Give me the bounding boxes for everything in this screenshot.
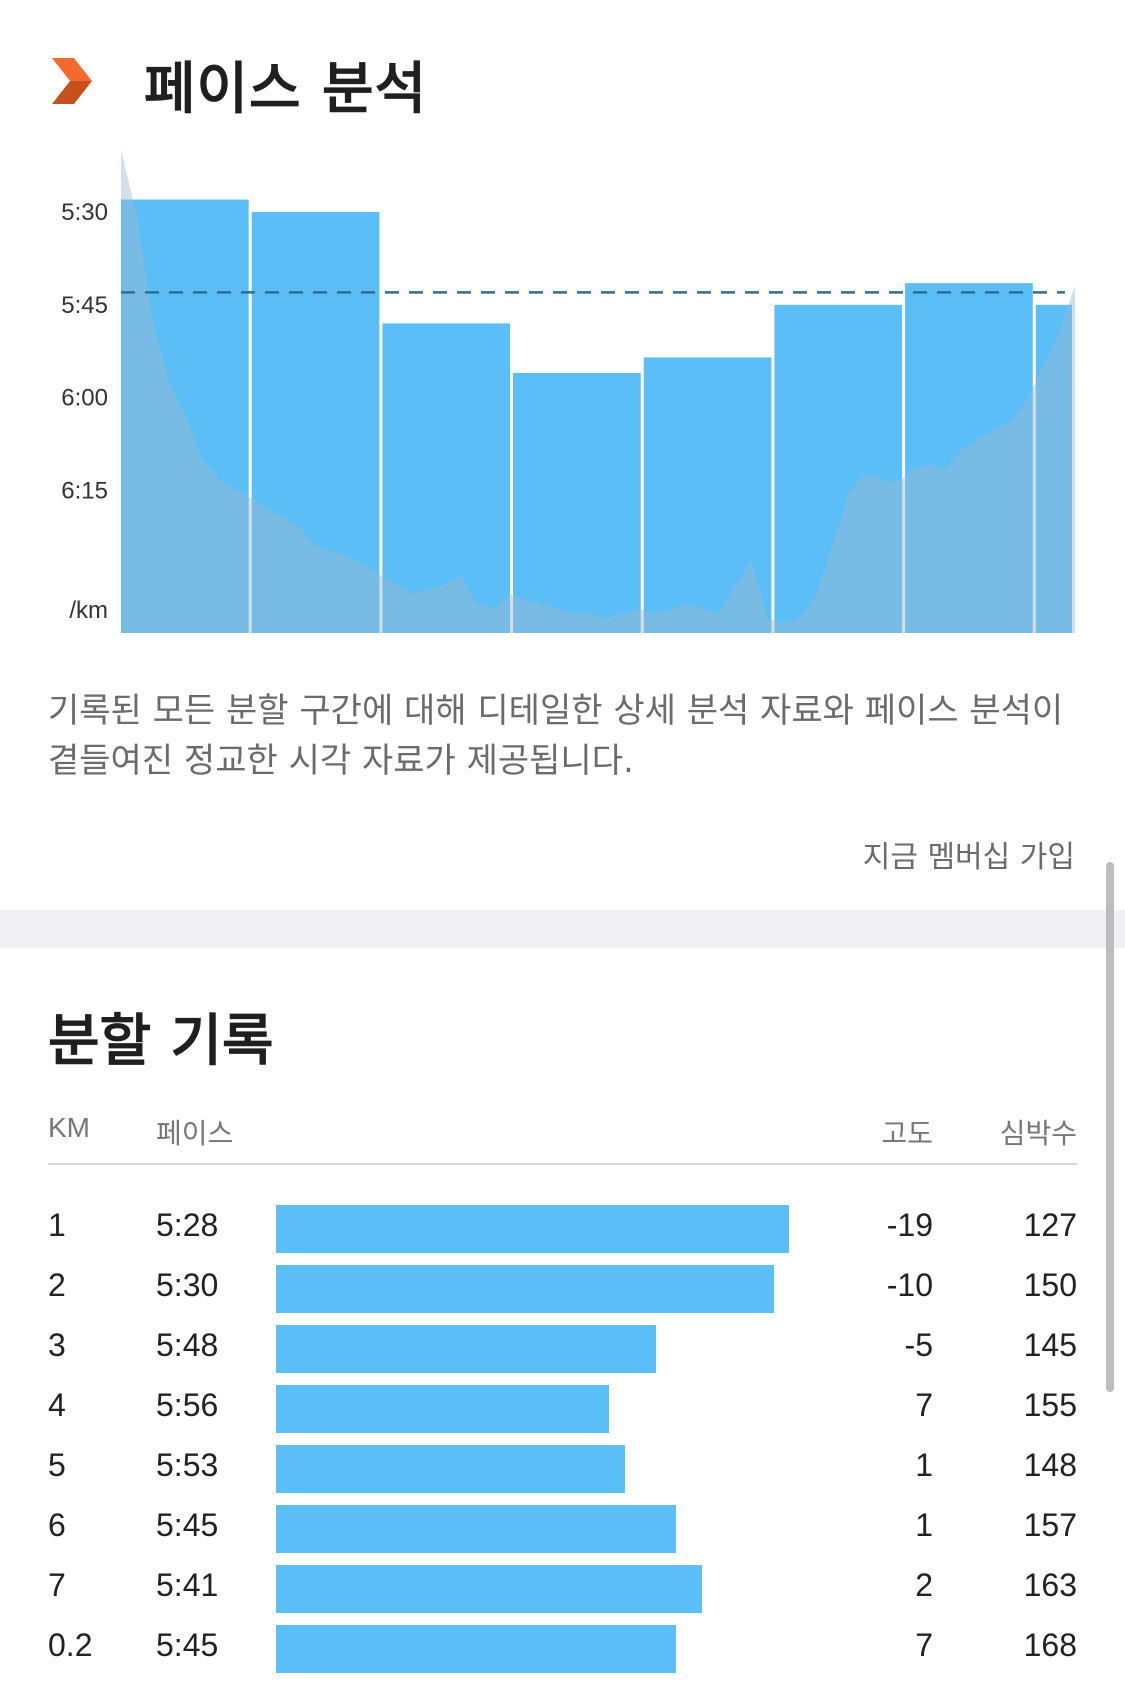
join-membership-link[interactable]: 지금 멤버십 가입 — [862, 840, 1075, 875]
pace-bar — [276, 1385, 609, 1433]
split-pace: 5:56 — [156, 1387, 219, 1423]
split-km: 1 — [48, 1207, 66, 1243]
split-pace: 5:30 — [156, 1267, 219, 1303]
feature-description: 기록된 모든 분할 구간에 대해 디테일한 상세 분석 자료와 페이스 분석이 … — [48, 691, 1064, 781]
y-axis-unit: /km — [69, 597, 108, 624]
split-pace: 5:53 — [156, 1447, 219, 1483]
split-heart-rate: 168 — [1023, 1627, 1077, 1663]
split-elevation: -10 — [886, 1267, 933, 1303]
table-row: 6 5:45 1 157 — [0, 1495, 1125, 1555]
column-header-pace: 페이스 — [156, 1118, 234, 1149]
split-pace: 5:45 — [156, 1507, 219, 1543]
pace-bar-km-5 — [643, 357, 772, 633]
split-elevation: 7 — [915, 1627, 933, 1663]
split-elevation: 7 — [915, 1387, 933, 1423]
chevron-right-icon — [52, 58, 92, 104]
elevation-area — [121, 150, 1075, 633]
split-elevation: 1 — [915, 1507, 933, 1543]
split-elevation: 1 — [915, 1447, 933, 1483]
pace-bar-km-0.2 — [1035, 304, 1072, 633]
split-km: 0.2 — [48, 1627, 93, 1663]
pace-bar-km-6 — [774, 304, 903, 633]
split-km: 7 — [48, 1567, 66, 1603]
pace-bar-km-3 — [382, 323, 511, 633]
pace-bar — [276, 1505, 676, 1553]
pace-bar — [276, 1265, 774, 1313]
split-heart-rate: 148 — [1023, 1447, 1077, 1483]
split-km: 2 — [48, 1267, 66, 1303]
table-row: 4 5:56 7 155 — [0, 1375, 1125, 1435]
split-pace: 5:45 — [156, 1627, 219, 1663]
column-header-heart-rate: 심박수 — [999, 1118, 1077, 1149]
pace-chart: 5:30 5:45 6:00 6:15 /km — [61, 150, 1075, 633]
split-km: 4 — [48, 1387, 66, 1423]
section-divider — [0, 910, 1125, 948]
pace-bar — [276, 1445, 625, 1493]
split-pace: 5:48 — [156, 1327, 219, 1363]
splits-title: 분할 기록 — [48, 1009, 274, 1074]
split-heart-rate: 145 — [1023, 1327, 1077, 1363]
y-tick-label: 5:30 — [61, 199, 108, 226]
table-row: 3 5:48 -5 145 — [0, 1315, 1125, 1375]
y-tick-label: 6:15 — [61, 478, 108, 505]
table-header-divider — [48, 1163, 1077, 1165]
split-heart-rate: 150 — [1023, 1267, 1077, 1303]
pace-bar-km-2 — [251, 211, 380, 633]
column-header-elevation: 고도 — [881, 1118, 933, 1149]
split-km: 5 — [48, 1447, 66, 1483]
pace-bar-km-7 — [905, 283, 1033, 633]
pace-bar — [276, 1625, 676, 1673]
split-elevation: -5 — [904, 1327, 933, 1363]
pace-bar — [276, 1565, 702, 1613]
table-row: 0.2 5:45 7 168 — [0, 1615, 1125, 1675]
scrollbar[interactable] — [1106, 862, 1114, 1392]
pace-bar — [276, 1325, 656, 1373]
pace-bar — [276, 1205, 789, 1253]
split-elevation: -19 — [886, 1207, 933, 1243]
pace-bar-km-4 — [513, 372, 641, 633]
split-km: 3 — [48, 1327, 66, 1363]
split-pace: 5:28 — [156, 1207, 219, 1243]
pace-bar-km-1 — [121, 199, 249, 633]
table-row: 7 5:41 2 163 — [0, 1555, 1125, 1615]
y-tick-label: 5:45 — [61, 292, 108, 319]
split-elevation: 2 — [915, 1567, 933, 1603]
page-title: 페이스 분석 — [144, 57, 428, 122]
split-heart-rate: 163 — [1023, 1567, 1077, 1603]
split-km: 6 — [48, 1507, 66, 1543]
table-row: 2 5:30 -10 150 — [0, 1255, 1125, 1315]
split-heart-rate: 127 — [1023, 1207, 1077, 1243]
column-header-km: KM — [48, 1112, 90, 1143]
split-heart-rate: 155 — [1023, 1387, 1077, 1423]
table-row: 1 5:28 -19 127 — [0, 1195, 1125, 1255]
y-tick-label: 6:00 — [61, 385, 108, 412]
split-heart-rate: 157 — [1023, 1507, 1077, 1543]
split-pace: 5:41 — [156, 1567, 219, 1603]
table-row: 5 5:53 1 148 — [0, 1435, 1125, 1495]
